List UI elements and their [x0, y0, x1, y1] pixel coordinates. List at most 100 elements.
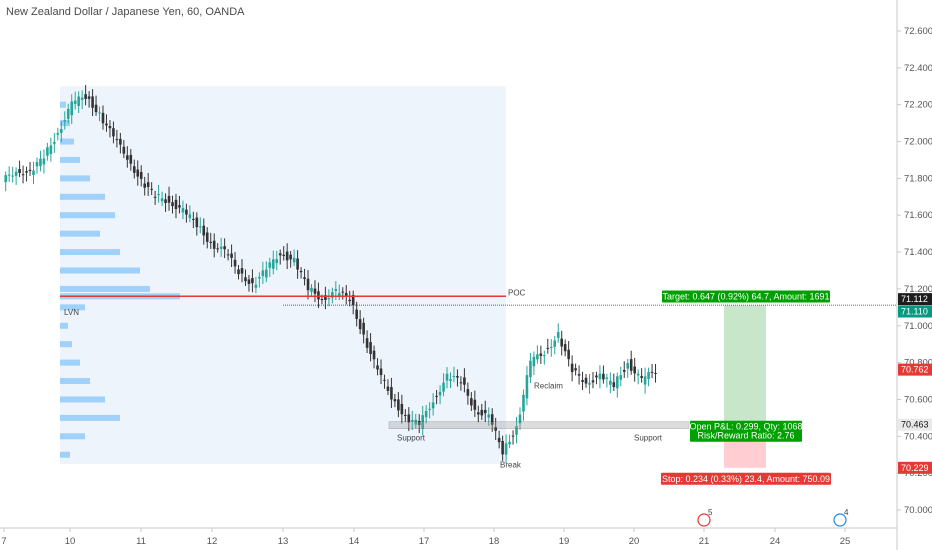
support-label-left: Support	[397, 434, 426, 443]
candle-body	[21, 174, 25, 176]
candle-body	[91, 96, 94, 108]
candle-body	[532, 356, 536, 367]
candle-body	[66, 108, 70, 119]
candle-body	[563, 344, 567, 352]
candle-body	[219, 246, 223, 249]
candle-body	[258, 276, 261, 279]
price-tag	[898, 305, 932, 318]
candle-body	[490, 414, 494, 425]
candle-body	[28, 169, 32, 172]
price-tag-label: 71.110	[901, 307, 928, 317]
candle-body	[386, 386, 390, 391]
candle-body	[233, 259, 237, 267]
candle-body	[463, 377, 466, 385]
candle-body	[14, 171, 18, 176]
candle-body	[167, 195, 171, 203]
candle-body	[292, 257, 296, 263]
candle-body	[278, 253, 282, 256]
stop-label: Stop: 0.234 (0.33%) 23.4, Amount: 750.09	[662, 474, 830, 484]
volume-profile-bar	[60, 341, 72, 348]
candle-body	[369, 342, 372, 354]
y-tick-label: 71.000	[904, 321, 932, 332]
volume-profile-bar	[60, 414, 120, 421]
candle-body	[32, 170, 35, 176]
candle-body	[143, 183, 146, 188]
price-tags: 71.112 71.110 70.762 70.463 70.229	[898, 293, 932, 474]
volume-profile-bar	[60, 451, 70, 458]
candle-body	[25, 171, 28, 173]
candle-body	[73, 100, 77, 104]
candle-body	[126, 155, 129, 160]
pnl-box	[690, 420, 802, 442]
volume-profile-area	[60, 86, 506, 464]
candle-body	[619, 375, 623, 380]
y-tick-label: 70.800	[904, 358, 932, 369]
candle-body	[244, 277, 247, 282]
candle-body	[317, 291, 320, 300]
candle-body	[285, 251, 289, 261]
candle-body	[254, 284, 258, 288]
candle-body	[119, 138, 122, 145]
candle-body	[543, 355, 546, 357]
candle-body	[508, 441, 511, 445]
candle-body	[338, 293, 341, 296]
candle-body	[271, 259, 275, 269]
candles	[4, 85, 657, 463]
candle-body	[456, 375, 459, 378]
candle-body	[181, 207, 185, 213]
candle-body	[192, 219, 195, 221]
volume-profile-bar	[60, 212, 115, 219]
event-marker[interactable]	[833, 513, 847, 527]
x-tick-label: 12	[207, 536, 218, 547]
price-tag-label: 71.112	[901, 294, 928, 304]
candle-body	[383, 379, 386, 381]
candle-body	[237, 269, 240, 275]
y-tick-label: 72.600	[904, 26, 932, 37]
x-tick-label: 21	[699, 536, 710, 547]
chart-title: New Zealand Dollar / Japanese Yen, 60, O…	[6, 6, 245, 18]
event-marker[interactable]	[697, 513, 711, 527]
candle-body	[452, 375, 456, 377]
candle-body	[348, 299, 352, 302]
price-axis: 72.600 72.400 72.200 72.000 71.800 71.600 71.4…	[897, 26, 932, 516]
pnl-label: Open P&L: 0.299, Qty: 1068	[689, 422, 802, 432]
candle-body	[341, 291, 345, 293]
candle-body	[136, 169, 140, 177]
candle-body	[139, 171, 143, 179]
candle-body	[42, 158, 46, 165]
y-tick-label: 71.400	[904, 247, 932, 258]
candle-body	[77, 96, 80, 107]
candle-body	[205, 232, 209, 242]
candle-body	[581, 380, 584, 382]
candle-body	[115, 139, 119, 141]
candle-body	[80, 97, 84, 100]
candle-body	[400, 403, 404, 415]
candle-body	[556, 332, 560, 338]
candle-body	[226, 254, 230, 256]
candle-body	[282, 254, 285, 256]
candle-body	[46, 147, 49, 156]
candle-body	[466, 389, 470, 396]
candle-body	[310, 287, 313, 292]
candle-body	[612, 382, 616, 388]
candle-body	[150, 188, 153, 190]
candle-body	[199, 226, 202, 228]
volume-profile-bar	[60, 304, 85, 311]
candle-body	[306, 278, 310, 291]
candle-body	[63, 120, 67, 122]
candle-body	[334, 289, 338, 291]
candle-body	[591, 380, 595, 383]
candle-body	[265, 269, 268, 278]
candle-body	[39, 158, 42, 167]
x-tick-label: 14	[349, 536, 360, 547]
x-tick-label: 24	[770, 536, 781, 547]
candle-body	[365, 338, 369, 348]
candle-body	[424, 410, 428, 418]
candle-body	[251, 278, 254, 284]
candle-body	[261, 270, 265, 277]
candle-body	[577, 374, 581, 376]
price-tag	[898, 293, 932, 306]
candle-body	[539, 353, 543, 356]
price-tag-label: 70.229	[901, 463, 929, 473]
